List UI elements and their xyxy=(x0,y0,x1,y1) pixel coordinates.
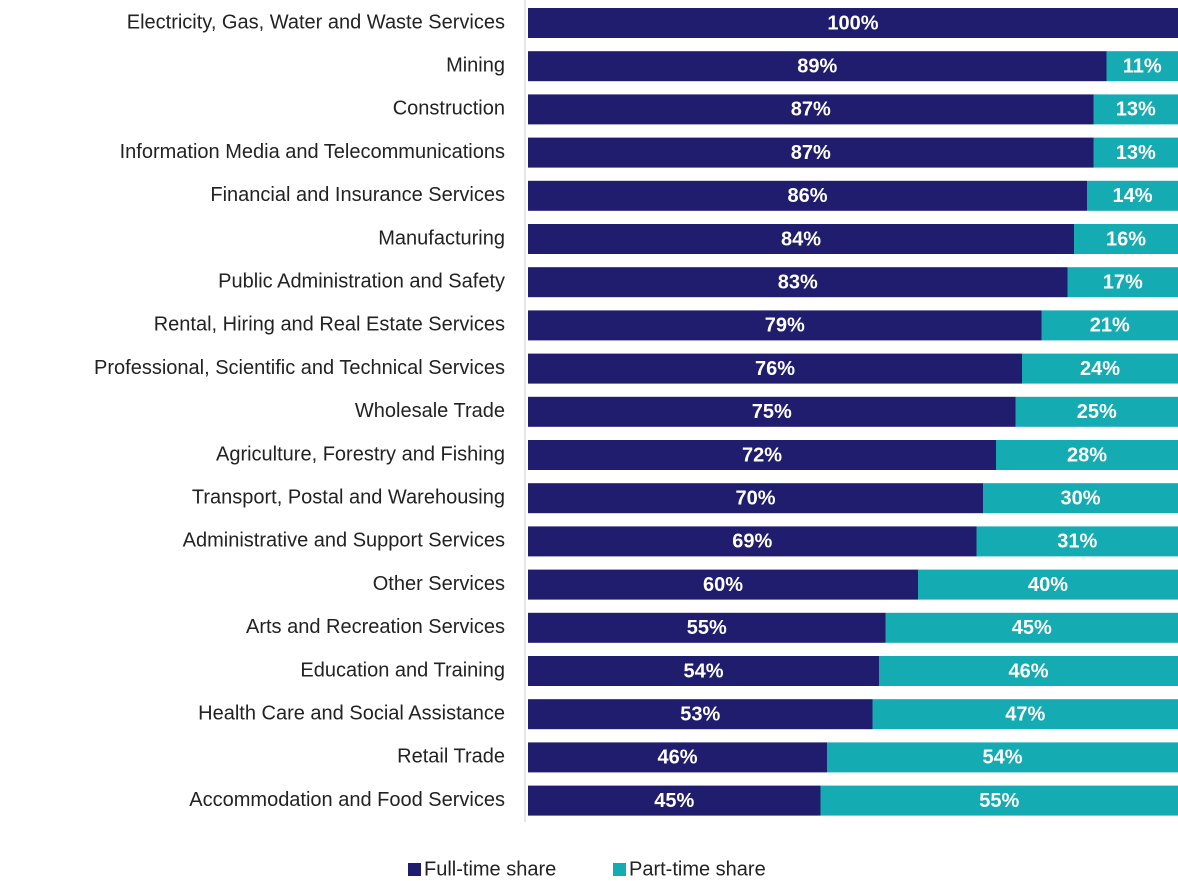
bar-segment xyxy=(1093,137,1178,168)
value-label: 89% xyxy=(797,55,837,77)
value-label: 76% xyxy=(755,358,795,380)
value-label: 55% xyxy=(687,617,727,639)
bar-segment xyxy=(1022,353,1178,384)
value-label: 79% xyxy=(765,315,805,337)
bar-segment xyxy=(528,94,1094,125)
value-label: 87% xyxy=(791,142,831,164)
bar-segment xyxy=(872,699,1178,730)
bar-segment xyxy=(528,785,821,816)
value-label: 45% xyxy=(1012,617,1052,639)
legend-label: Part-time share xyxy=(629,858,766,880)
value-label: 86% xyxy=(787,185,827,207)
bar-segment xyxy=(528,656,879,686)
bar-segment xyxy=(528,483,983,514)
legend-label: Full-time share xyxy=(424,858,556,880)
value-label: 54% xyxy=(683,660,723,682)
value-label: 69% xyxy=(732,531,772,553)
bar-segment xyxy=(1093,94,1178,125)
value-label: 55% xyxy=(979,790,1019,812)
category-label: Construction xyxy=(393,98,505,120)
bar-segment xyxy=(827,742,1178,773)
bar-segment xyxy=(528,353,1022,384)
value-label: 30% xyxy=(1060,487,1100,509)
value-label: 40% xyxy=(1028,574,1068,596)
bar-segment xyxy=(528,396,1016,427)
legend-swatch xyxy=(408,863,421,876)
category-label: Agriculture, Forestry and Fishing xyxy=(216,443,505,465)
category-label: Professional, Scientific and Technical S… xyxy=(94,357,505,379)
value-label: 83% xyxy=(778,271,818,293)
bar-segment xyxy=(1074,224,1178,254)
bar-segment xyxy=(528,51,1107,82)
value-label: 72% xyxy=(742,444,782,466)
category-label: Health Care and Social Assistance xyxy=(198,702,505,724)
bar-segment xyxy=(528,180,1087,211)
value-label: 31% xyxy=(1057,531,1097,553)
bar-segment xyxy=(1087,180,1178,211)
value-label: 14% xyxy=(1112,185,1152,207)
value-label: 46% xyxy=(657,747,697,769)
bar-segment xyxy=(528,742,827,773)
bar-segment xyxy=(528,526,977,557)
value-label: 84% xyxy=(781,228,821,250)
bar-segment xyxy=(528,612,886,643)
category-label: Mining xyxy=(446,54,505,76)
value-label: 24% xyxy=(1080,358,1120,380)
category-label: Retail Trade xyxy=(397,746,505,768)
value-label: 13% xyxy=(1116,99,1156,121)
value-label: 54% xyxy=(982,747,1022,769)
bar-segment xyxy=(1067,267,1178,298)
bar-segment xyxy=(820,785,1178,816)
value-label: 45% xyxy=(654,790,694,812)
value-label: 11% xyxy=(1123,55,1162,77)
value-label: 87% xyxy=(791,99,831,121)
bar-segment xyxy=(996,440,1178,470)
bar-segment xyxy=(918,569,1178,600)
bar-segment xyxy=(983,483,1178,514)
bar-segment xyxy=(528,440,996,470)
category-label: Arts and Recreation Services xyxy=(246,616,505,638)
category-label: Information Media and Telecommunications xyxy=(120,141,505,163)
value-label: 16% xyxy=(1106,228,1146,250)
value-label: 70% xyxy=(735,487,775,509)
bar-segment xyxy=(885,612,1178,643)
value-label: 47% xyxy=(1005,703,1045,725)
value-label: 100% xyxy=(827,12,878,34)
bar-segment xyxy=(1041,310,1178,341)
bar-segment xyxy=(528,8,1178,38)
category-label: Transport, Postal and Warehousing xyxy=(192,486,505,508)
bar-segment xyxy=(528,699,873,730)
bar-segment xyxy=(528,267,1068,298)
bar-segment xyxy=(528,224,1074,254)
bar-segment xyxy=(1015,396,1178,427)
category-label: Financial and Insurance Services xyxy=(210,184,505,206)
value-label: 28% xyxy=(1067,444,1107,466)
value-label: 17% xyxy=(1103,271,1143,293)
category-label: Accommodation and Food Services xyxy=(189,789,505,811)
category-label: Other Services xyxy=(373,573,505,595)
value-label: 21% xyxy=(1090,315,1130,337)
category-label: Electricity, Gas, Water and Waste Servic… xyxy=(127,11,505,33)
bar-segment xyxy=(528,569,918,600)
category-label: Wholesale Trade xyxy=(355,400,505,422)
value-label: 13% xyxy=(1116,142,1156,164)
bar-segment xyxy=(976,526,1178,557)
legend-swatch xyxy=(613,863,626,876)
category-label: Administrative and Support Services xyxy=(183,530,505,552)
value-label: 60% xyxy=(703,574,743,596)
category-label: Rental, Hiring and Real Estate Services xyxy=(154,314,505,336)
value-label: 25% xyxy=(1077,401,1117,423)
category-label: Manufacturing xyxy=(378,227,505,249)
category-label: Education and Training xyxy=(300,659,505,681)
category-label: Public Administration and Safety xyxy=(218,270,505,292)
bar-segment xyxy=(879,656,1178,686)
value-label: 46% xyxy=(1008,660,1048,682)
bar-segment xyxy=(528,310,1042,341)
bar-segment xyxy=(1106,51,1178,82)
value-label: 53% xyxy=(680,703,720,725)
value-label: 75% xyxy=(752,401,792,423)
bar-segment xyxy=(528,137,1094,168)
